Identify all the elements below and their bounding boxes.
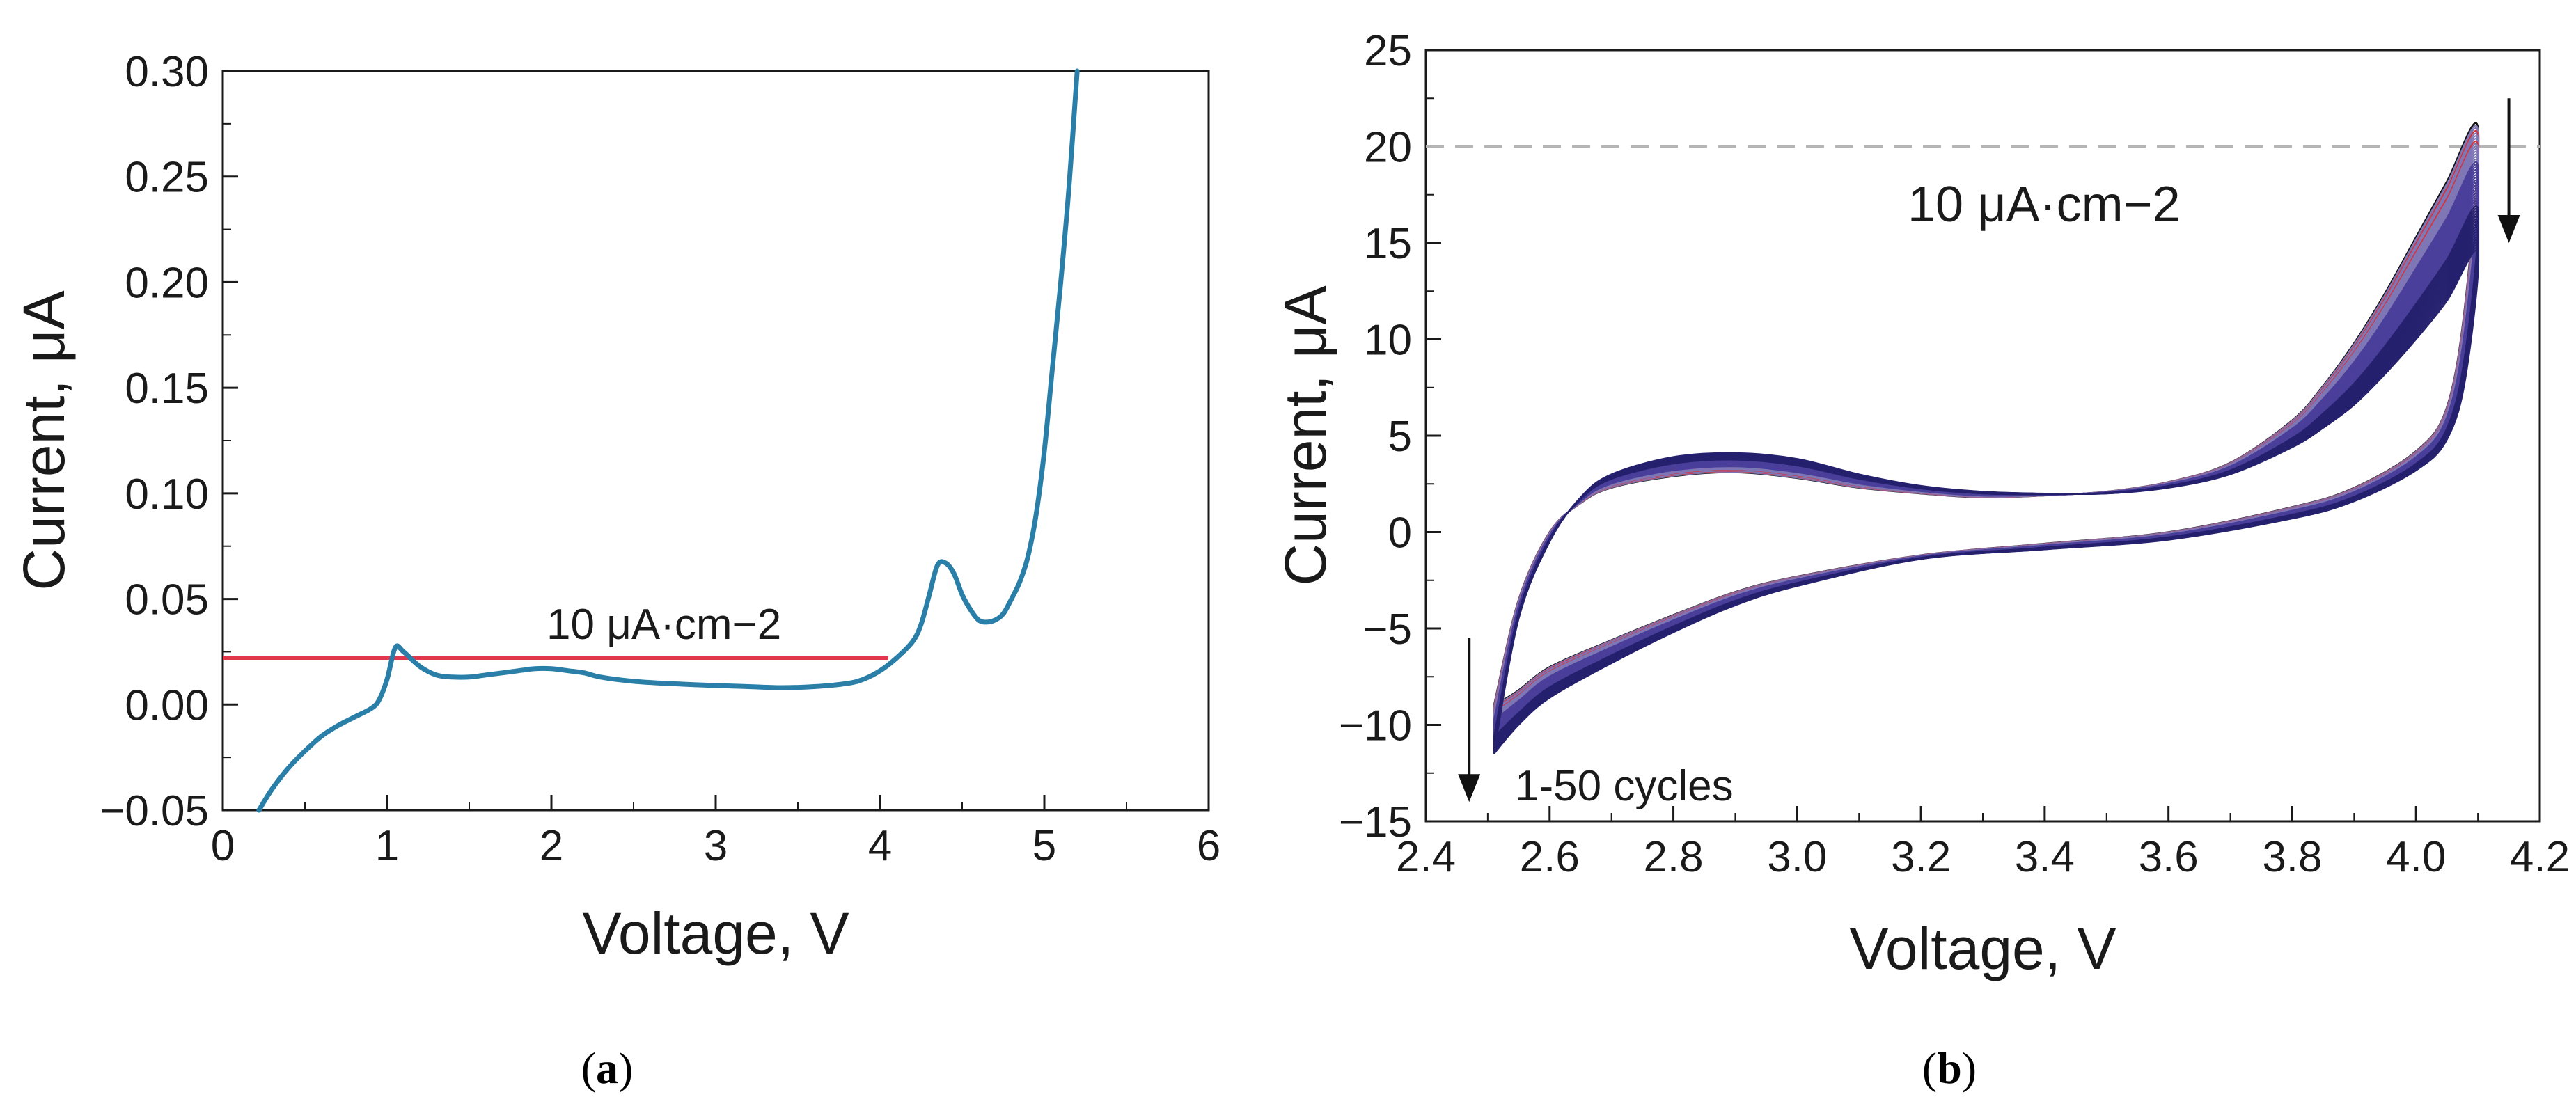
panel-b-cycle-curve — [1493, 231, 2480, 748]
panel-a-x-tick-label: 0 — [211, 822, 235, 870]
panel-b-caption: (b) — [1922, 1043, 1977, 1093]
panel-b-y-tick-label: 0 — [1388, 509, 1412, 558]
panel-a-ticks — [221, 70, 1210, 812]
panel-b-y-tick-label: 15 — [1364, 220, 1412, 268]
panel-b-caption-letter: b — [1937, 1043, 1962, 1093]
panel-b-x-axis-label: Voltage, V — [1850, 916, 2116, 981]
panel-b-x-tick-label: 4.2 — [2510, 833, 2570, 881]
panel-b-cycle-curve — [1493, 223, 2480, 745]
panel-b-y-tick-label: 5 — [1388, 413, 1412, 461]
panel-a-y-tick-label: 0.10 — [125, 471, 209, 519]
panel-a-y-tick-label: 0.20 — [125, 259, 209, 307]
panel-b-x-tick-label: 3.2 — [1891, 833, 1951, 881]
panel-a-caption: (a) — [581, 1043, 634, 1093]
panel-b-x-tick-label: 4.0 — [2386, 833, 2446, 881]
panel-a-y-tick-label: 0.25 — [125, 154, 209, 202]
panel-b-y-tick-label: −15 — [1339, 798, 1412, 846]
panel-a-threshold-label: 10 μA·cm−2 — [547, 601, 781, 649]
panel-b-x-tick-label: 3.6 — [2139, 833, 2199, 881]
panel-b-cycle-curve — [1493, 189, 2480, 732]
panel-a-x-tick-label: 1 — [375, 822, 399, 870]
panel-b-plot-frame — [1424, 49, 2541, 823]
panel-b-chart: 2.4 2.6 2.8 3.0 3.2 3.4 3.6 3.8 4.0 4.2 −15 −10 −5 0 5… — [1273, 27, 2570, 1093]
panel-b-x-tick-label: 3.8 — [2262, 833, 2322, 881]
panel-b-y-tick-label: 20 — [1364, 124, 1412, 172]
panel-b-cycle-curve — [1493, 237, 2480, 750]
panel-b-cycle-curve — [1493, 150, 2480, 718]
panel-a-tick-labels: 0 1 2 3 4 5 6 −0.05 0.00 0.05 0.10 0.15 0.20 0.25 0.30 — [100, 48, 1220, 870]
panel-b-tick-labels: 2.4 2.6 2.8 3.0 3.2 3.4 3.6 3.8 4.0 4.2 −15 −10 −5 0 5… — [1339, 27, 2570, 881]
panel-b-cycles-label: 1-50 cycles — [1515, 762, 1734, 810]
panel-a-x-axis-label: Voltage, V — [583, 901, 849, 966]
panel-a-x-tick-label: 4 — [868, 822, 892, 870]
panel-b-arrow-bottom-head — [1458, 774, 1481, 802]
panel-b-cycle-curves — [1493, 122, 2480, 754]
panel-b-x-tick-label: 3.0 — [1767, 833, 1827, 881]
panel-b-threshold-label: 10 μA·cm−2 — [1908, 177, 2181, 232]
panel-a-chart: 0 1 2 3 4 5 6 −0.05 0.00 0.05 0.10 0.15 0.20 0.25 0.30… — [11, 48, 1220, 1093]
panel-a-x-tick-label: 6 — [1197, 822, 1220, 870]
panel-a-y-tick-label: 0.00 — [125, 681, 209, 729]
panel-a-caption-letter: a — [596, 1043, 618, 1093]
panel-a-y-tick-label: 0.05 — [125, 576, 209, 624]
panel-b-cycle-curve — [1493, 249, 2480, 754]
panel-b-arrows — [1458, 98, 2520, 802]
panel-b-cycle-curve — [1493, 187, 2480, 731]
panel-b-y-tick-label: −10 — [1339, 702, 1412, 750]
panel-a-x-tick-label: 3 — [704, 822, 728, 870]
panel-b-arrow-top-head — [2497, 215, 2520, 243]
panel-b-cycle-curve — [1493, 192, 2480, 733]
panel-a-plot-frame — [221, 70, 1210, 812]
panel-b-y-tick-label: −5 — [1362, 606, 1412, 654]
panel-a-x-tick-label: 2 — [540, 822, 563, 870]
panel-b-x-tick-label: 2.4 — [1396, 833, 1456, 881]
panel-a-y-tick-label: 0.15 — [125, 365, 209, 413]
panel-b-x-tick-label: 2.8 — [1643, 833, 1703, 881]
panel-b-x-tick-label: 2.6 — [1520, 833, 1580, 881]
panel-b-cycle-curve — [1493, 226, 2480, 746]
panel-a-y-tick-label: −0.05 — [100, 787, 209, 835]
panel-a-x-tick-label: 5 — [1032, 822, 1056, 870]
panel-a-lsv-curve — [256, 68, 1080, 813]
panel-b-y-axis-label: Current, μA — [1273, 285, 1338, 585]
panel-b-y-tick-label: 10 — [1364, 317, 1412, 365]
panel-b-x-tick-label: 3.4 — [2015, 833, 2075, 881]
panel-a-y-tick-label: 0.30 — [125, 48, 209, 96]
panel-b-y-tick-label: 25 — [1364, 27, 1412, 75]
panel-b-cycle-curve — [1493, 221, 2480, 744]
panel-b-cycle-curve — [1493, 229, 2480, 747]
panel-b-ticks — [1424, 49, 2541, 823]
panel-a-y-axis-label: Current, μA — [11, 290, 77, 590]
